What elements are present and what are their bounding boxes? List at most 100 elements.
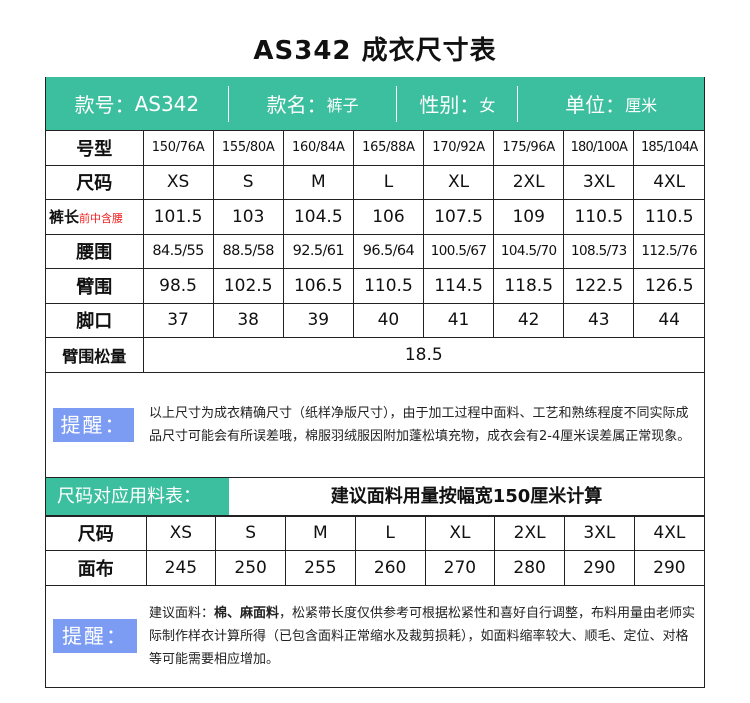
table-cell: XL — [424, 515, 496, 551]
info-band: 款号： AS342 款名： 裤子 性别：女 单位： 厘米 — [46, 77, 704, 130]
table-cell: 43 — [563, 302, 635, 338]
table-cell: 112.5/76 — [633, 233, 704, 269]
table-cell: XS — [142, 164, 214, 200]
table-row: 裤长前中含腰 101.5 103 104.5 106 107.5 109 110.5 110.5 — [46, 199, 704, 235]
row-label-text: 尺码 — [76, 173, 113, 195]
divider — [396, 85, 398, 122]
text-body: ，松紧带长度仅供参考可根据松紧性和喜好自行调整，布料用量由老师实际制作样衣计算所… — [149, 605, 696, 667]
table-cell: 250 — [215, 550, 286, 586]
row-label-text: 腰围 — [76, 242, 113, 264]
row-label-text: 臂围 — [76, 276, 113, 298]
table-cell: 290 — [564, 550, 635, 586]
reminder-tag: 提醒： — [53, 619, 137, 653]
row-label-text: 裤长 — [49, 208, 80, 227]
value: 厘米 — [625, 95, 658, 115]
divider — [517, 85, 519, 122]
gender: 性别：女 — [397, 86, 517, 122]
table-cell: 41 — [422, 302, 495, 338]
table-cell: 280 — [494, 550, 565, 586]
table-cell: 114.5 — [422, 268, 495, 304]
text-prefix: 建议面料： — [149, 605, 215, 621]
table-cell: L — [352, 164, 425, 200]
row-label: 号型 — [46, 130, 144, 166]
table-cell: 37 — [142, 302, 214, 338]
row-label-text: 脚口 — [76, 311, 113, 333]
table-cell: 185/104A — [633, 130, 704, 166]
table-cell: 106.5 — [282, 268, 354, 304]
table-cell: 150/76A — [142, 130, 214, 166]
table-cell: 108.5/73 — [563, 233, 635, 269]
table-cell: 38 — [212, 302, 284, 338]
table-cell: 4XL — [633, 515, 704, 551]
table-cell: M — [282, 164, 354, 200]
table-cell: 88.5/58 — [212, 233, 284, 269]
table-cell: 4XL — [633, 164, 704, 200]
table-cell: 39 — [282, 302, 354, 338]
row-label: 脚口 — [46, 302, 144, 338]
table-cell: 84.5/55 — [142, 233, 214, 269]
table-cell: S — [212, 164, 284, 200]
row-label-text: 号型 — [76, 138, 113, 160]
row-label: 臂围松量 — [46, 337, 144, 373]
reminder-text: 建议面料：棉、麻面料，松紧带长度仅供参考可根据松紧性和喜好自行调整，布料用量由老… — [149, 602, 704, 671]
table-cell: 110.5 — [352, 268, 425, 304]
unit: 单位： 厘米 — [518, 86, 704, 122]
table-cell: S — [215, 515, 286, 551]
row-label: 臂围 — [46, 268, 144, 304]
table-row: 号型 150/76A 155/80A 160/84A 165/88A 170/92A 175… — [46, 130, 704, 166]
table-cell: 109 — [493, 199, 565, 235]
value: AS342 — [134, 91, 200, 116]
divider — [227, 85, 229, 122]
table-cell: 245 — [145, 550, 217, 586]
size-table: 号型 150/76A 155/80A 160/84A 165/88A 170/92A 175… — [46, 130, 704, 373]
value: 裤子 — [326, 95, 359, 115]
table-row: 脚口 37 38 39 40 41 42 43 44 — [46, 302, 704, 338]
table-cell: L — [354, 515, 426, 551]
table-cell: 165/88A — [352, 130, 425, 166]
table-cell: 160/84A — [282, 130, 354, 166]
table-cell: 103 — [212, 199, 284, 235]
table-cell: 40 — [352, 302, 425, 338]
text-bold: 棉、麻面料 — [214, 605, 280, 621]
table-cell: 126.5 — [633, 268, 704, 304]
table-cell: 3XL — [564, 515, 635, 551]
table-cell: 100.5/67 — [422, 233, 495, 269]
table-cell: 170/92A — [422, 130, 495, 166]
table-cell: 98.5 — [142, 268, 214, 304]
row-label: 裤长前中含腰 — [46, 199, 144, 235]
row-label-note: 前中含腰 — [79, 212, 124, 226]
label: 款名： — [266, 93, 327, 117]
row-label: 尺码 — [46, 164, 144, 200]
table-cell: 110.5 — [563, 199, 635, 235]
table-cell: 102.5 — [212, 268, 284, 304]
row-label: 腰围 — [46, 233, 144, 269]
table-row: 面布 245 250 255 260 270 280 290 290 — [46, 550, 704, 586]
fabric-section-title: 建议面料用量按幅宽150厘米计算 — [330, 485, 603, 507]
style-name: 款名： 裤子 — [229, 86, 397, 122]
table-row: 腰围 84.5/55 88.5/58 92.5/61 96.5/64 100.5/67 10… — [46, 233, 704, 269]
table-cell: 104.5/70 — [493, 233, 565, 269]
reminder-text: 以上尺寸为成衣精确尺寸（纸样净版尺寸），由于加工过程中面料、工艺和熟练程度不同实… — [149, 405, 691, 444]
ease-value: 18.5 — [142, 337, 704, 373]
table-cell: XL — [422, 164, 495, 200]
table-cell: 270 — [424, 550, 496, 586]
table-cell: 106 — [352, 199, 425, 235]
label: 款号： — [74, 93, 135, 117]
table-cell: 180/100A — [563, 130, 635, 166]
fabric-table: 尺码 XS S M L XL 2XL 3XL 4XL 面布 245 250 255 260 270 280 29… — [46, 515, 704, 586]
table-cell: 110.5 — [633, 199, 704, 235]
reminder-2: 提醒： 建议面料：棉、麻面料，松紧带长度仅供参考可根据松紧性和喜好自行调整，布料… — [46, 586, 704, 687]
table-row: 尺码 XS S M L XL 2XL 3XL 4XL — [46, 515, 704, 551]
table-cell: 101.5 — [142, 199, 214, 235]
table-cell: 290 — [633, 550, 704, 586]
table-cell: 96.5/64 — [352, 233, 425, 269]
size-chart: 款号： AS342 款名： 裤子 性别：女 单位： 厘米 号型 150/76A 155/8… — [45, 77, 705, 688]
table-cell: 3XL — [563, 164, 635, 200]
table-cell: 155/80A — [212, 130, 284, 166]
style-no: 款号： AS342 — [46, 86, 228, 122]
reminder-tag: 提醒： — [53, 407, 134, 442]
table-cell: 255 — [285, 550, 356, 586]
table-row: 臂围 98.5 102.5 106.5 110.5 114.5 118.5 122.5 126.… — [46, 268, 704, 304]
table-cell: M — [285, 515, 356, 551]
table-cell: 122.5 — [563, 268, 635, 304]
